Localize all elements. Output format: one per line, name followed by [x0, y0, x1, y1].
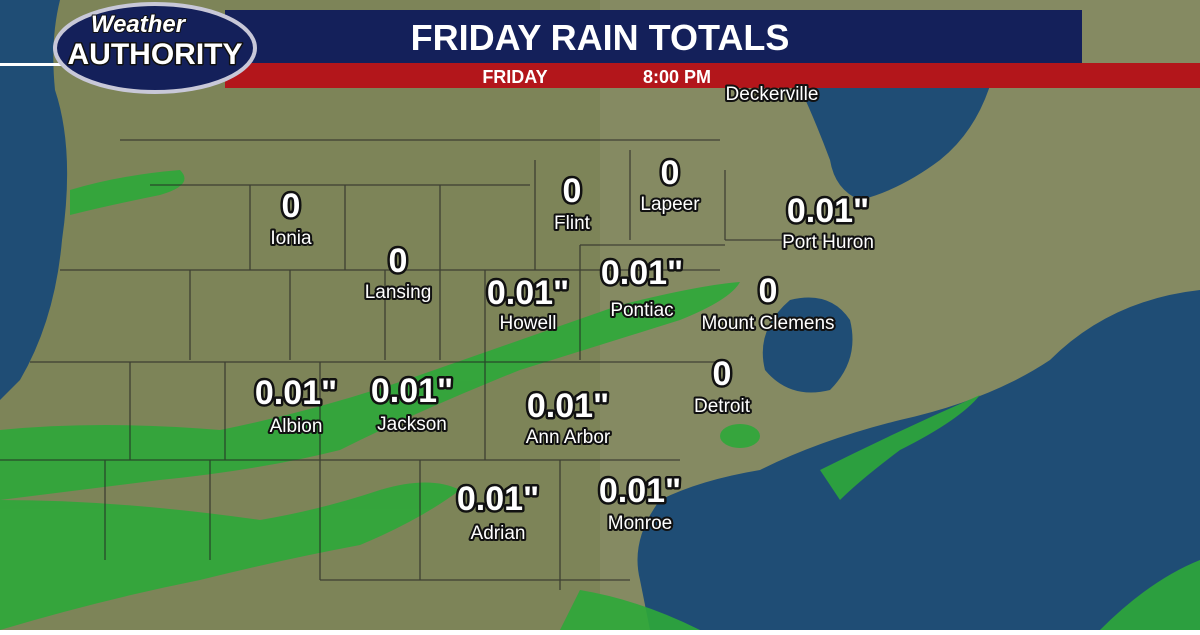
logo-text: AUTHORITY: [68, 38, 243, 71]
rain-total: 0: [563, 172, 582, 210]
city-name: Albion: [270, 416, 323, 437]
rain-total: 0: [759, 272, 778, 310]
city-name: Mount Clemens: [701, 313, 834, 334]
city-name: Ann Arbor: [526, 427, 611, 448]
logo-text: Weather: [91, 11, 187, 38]
city-name: Ionia: [270, 228, 312, 249]
rain-total: 0.01": [371, 372, 453, 410]
city-name: Jackson: [377, 414, 447, 435]
rain-total: 0: [713, 355, 732, 393]
city-name: Monroe: [608, 513, 672, 534]
background-label: Deckerville: [726, 84, 819, 105]
day: FRIDAY: [482, 67, 547, 87]
title: FRIDAY RAIN TOTALS: [411, 17, 790, 58]
rain-total: 0: [661, 154, 680, 192]
city-name: Lansing: [365, 282, 432, 303]
city-name: Lapeer: [640, 194, 700, 215]
city-name: Port Huron: [782, 232, 874, 253]
city-name: Adrian: [471, 523, 526, 544]
rain-total: 0.01": [457, 480, 539, 518]
rain: [720, 424, 760, 448]
time: 8:00 PM: [643, 67, 711, 87]
city-name: Flint: [554, 213, 591, 234]
rain-total: 0.01": [487, 274, 569, 312]
rain-total: 0.01": [527, 387, 609, 425]
city-name: Pontiac: [610, 300, 673, 321]
time-bar: [225, 63, 1200, 88]
rain-total: 0.01": [255, 374, 337, 412]
rain-total: 0.01": [601, 254, 683, 292]
rain-total: 0: [389, 242, 408, 280]
city-name: Detroit: [694, 396, 751, 417]
rain-total: 0.01": [787, 192, 869, 230]
rain-total: 0: [282, 187, 301, 225]
rain-total: 0.01": [599, 472, 681, 510]
city-name: Howell: [499, 313, 556, 334]
